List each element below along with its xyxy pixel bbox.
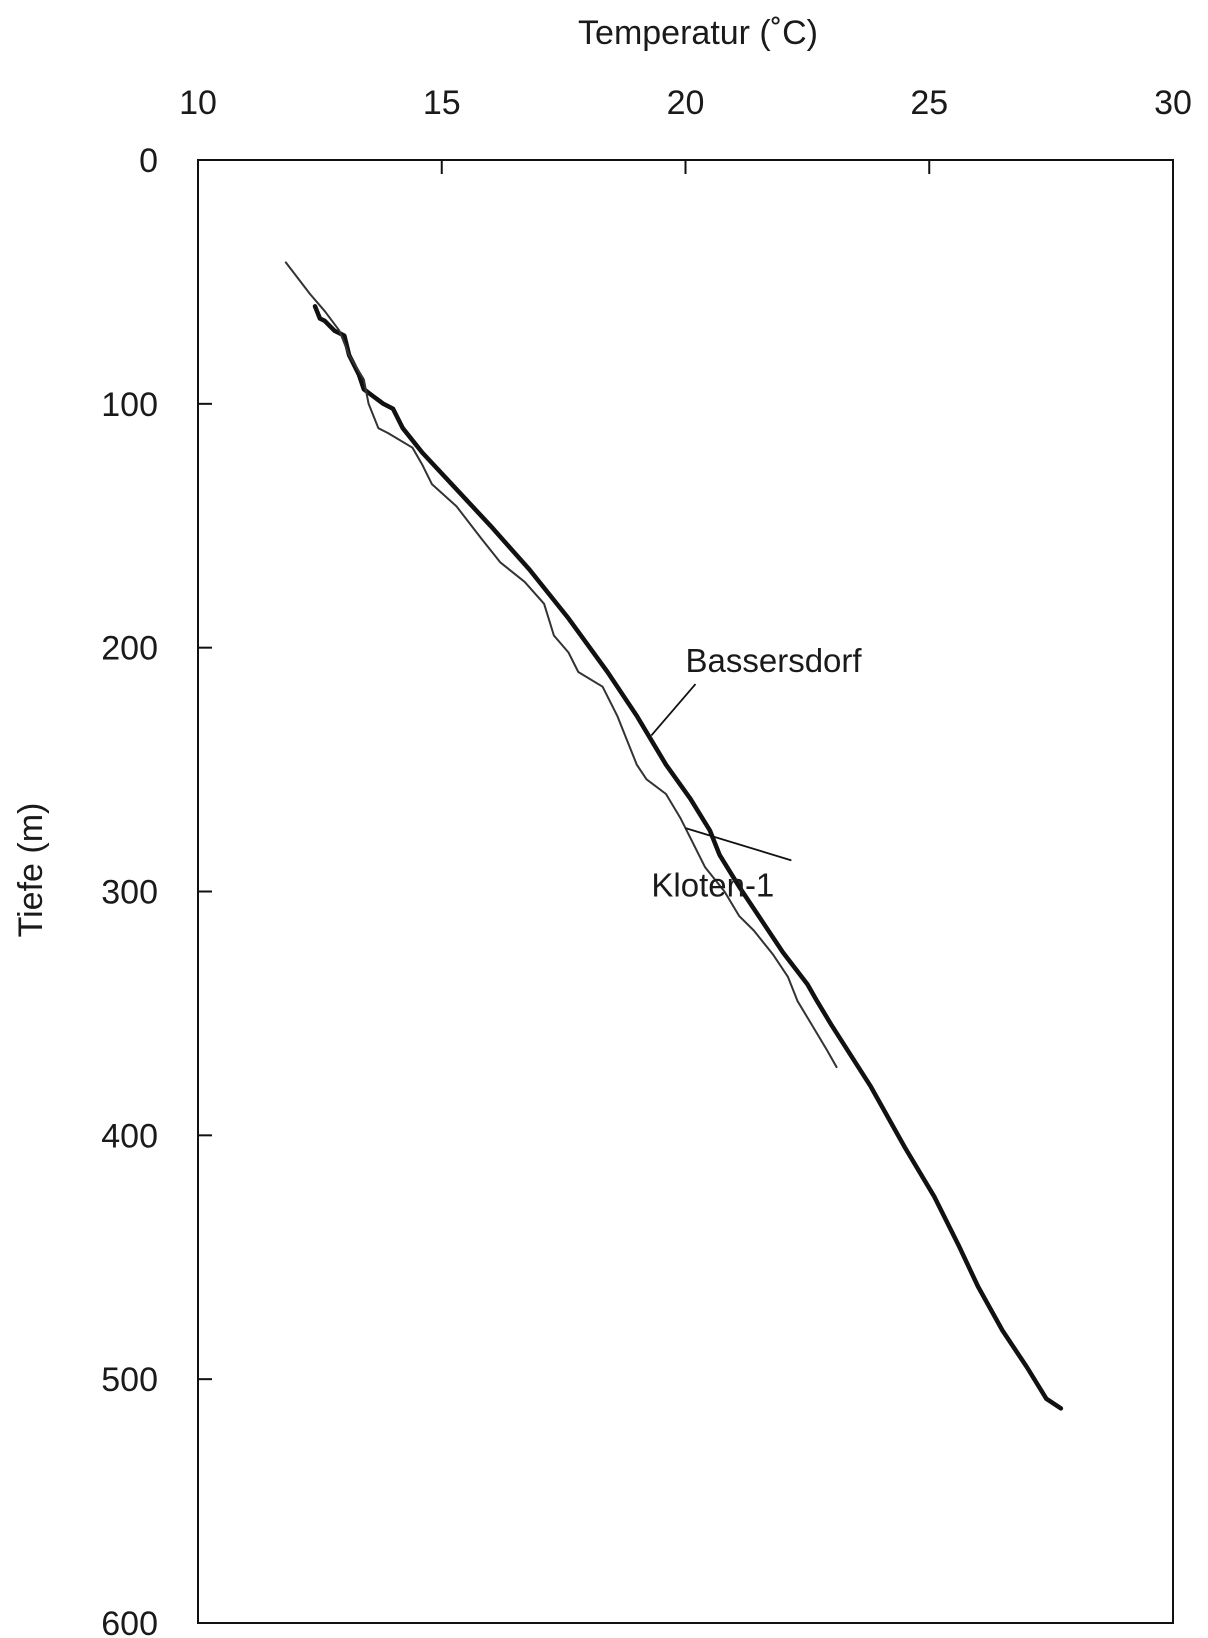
- y-axis-title: Tiefe (m): [12, 803, 50, 938]
- annotation-layer: Bassersdorf Kloten-1: [650, 642, 863, 903]
- x-tick-label: 30: [1154, 84, 1192, 122]
- series-line-bassersdorf: [312, 304, 1064, 1411]
- x-tick-label: 25: [910, 84, 948, 122]
- y-axis: 0 100 200 300 400 500 600: [101, 142, 212, 1638]
- x-tick-label: 15: [423, 84, 461, 122]
- annotation-leader: [650, 683, 697, 737]
- x-axis-title: Temperatur (˚C): [578, 14, 818, 52]
- annotation-label: Kloten-1: [651, 866, 774, 903]
- x-axis: 10 15 20 25 30: [179, 84, 1192, 174]
- x-tick-label: 20: [667, 84, 705, 122]
- y-tick-label: 400: [101, 1117, 158, 1155]
- y-tick-label: 100: [101, 386, 158, 424]
- y-tick-label: 200: [101, 630, 158, 668]
- x-tick-label: 10: [179, 84, 217, 122]
- annotation-label: Bassersdorf: [686, 642, 863, 679]
- y-tick-label: 0: [139, 142, 158, 180]
- y-tick-label: 300: [101, 874, 158, 912]
- annotation-leader: [685, 827, 792, 862]
- y-tick-label: 600: [101, 1605, 158, 1638]
- y-tick-label: 500: [101, 1361, 158, 1399]
- series-layer: [284, 261, 1064, 1411]
- series-line-kloten-1: [284, 261, 838, 1069]
